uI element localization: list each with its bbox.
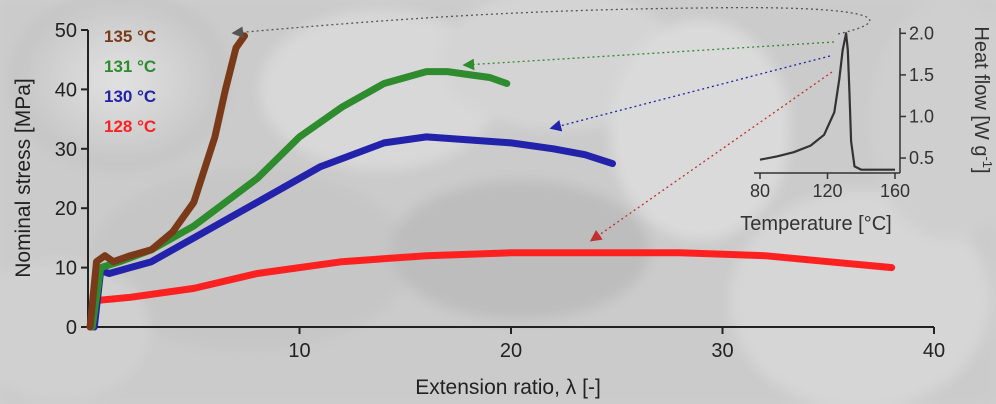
legend-item-131: 131 °C: [104, 57, 156, 76]
inset-x-tick-label: 160: [880, 181, 910, 201]
y-tick-label: 0: [66, 317, 77, 339]
legend-item-128: 128 °C: [104, 117, 156, 136]
series-line-130: [90, 133, 616, 331]
inset-y-axis-label: Heat flow [W g-1]: [970, 26, 995, 173]
inset-y-tick-label: 1.5: [909, 65, 934, 85]
inset-dsc-curve: [759, 32, 895, 171]
inset-y-tick-label: 0.5: [909, 148, 934, 168]
y-axis-label: Nominal stress [MPa]: [12, 78, 35, 278]
inset-y-tick-label: 2.0: [909, 23, 934, 43]
series-line-128: [86, 249, 896, 331]
inset-x-axis-label: Temperature [°C]: [740, 213, 891, 235]
x-tick-label: 20: [500, 340, 522, 362]
x-axis-label: Extension ratio, λ [-]: [415, 376, 601, 399]
x-tick-label: 40: [923, 340, 945, 362]
y-tick-label: 20: [55, 198, 77, 220]
legend: 135 °C 131 °C 130 °C 128 °C: [104, 27, 156, 136]
main-axes: 0 10 20 30 40 50 10 20 30 40: [55, 20, 945, 362]
y-tick-label: 10: [55, 258, 77, 280]
x-tick-label: 10: [288, 340, 310, 362]
arrow-to-135: [231, 7, 871, 39]
inset-x-tick-label: 120: [812, 181, 842, 201]
series-line-135: [86, 32, 248, 331]
x-tick-label: 30: [711, 340, 733, 362]
y-tick-label: 50: [55, 20, 77, 42]
arrows: [231, 7, 871, 242]
inset-chart: 0.5 1.0 1.5 2.0 80 120 160 Temperature [°C] H…: [740, 23, 995, 235]
legend-item-135: 135 °C: [104, 27, 156, 46]
legend-item-130: 130 °C: [104, 87, 156, 106]
y-tick-label: 40: [55, 79, 77, 101]
inset-y-tick-label: 1.0: [909, 106, 934, 126]
inset-x-tick-label: 80: [750, 181, 770, 201]
arrow-to-131: [462, 41, 835, 71]
y-tick-label: 30: [55, 139, 77, 161]
arrow-to-128: [589, 71, 833, 242]
